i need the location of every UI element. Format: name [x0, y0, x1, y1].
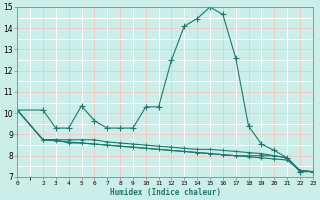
X-axis label: Humidex (Indice chaleur): Humidex (Indice chaleur): [109, 188, 220, 197]
